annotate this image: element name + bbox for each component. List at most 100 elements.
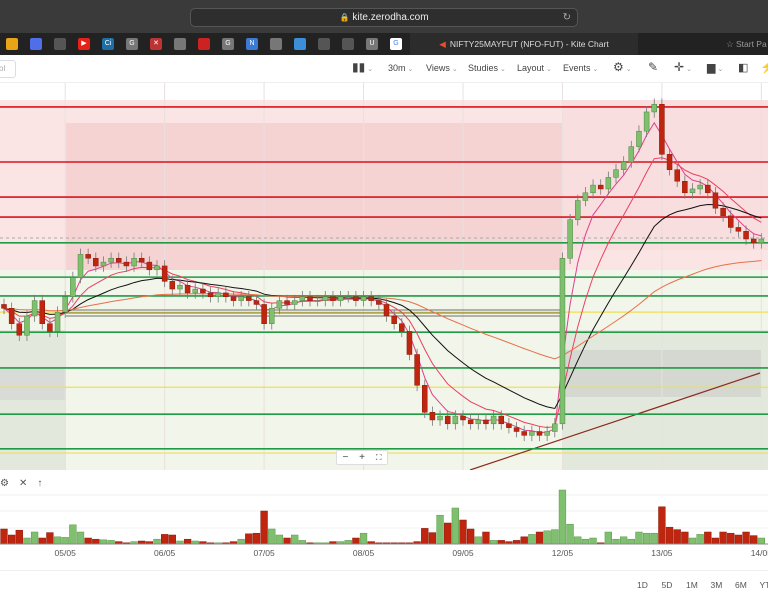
fullscreen-icon[interactable]: ⛶ bbox=[375, 452, 382, 462]
volume-bar bbox=[451, 507, 460, 545]
volume-bar bbox=[283, 537, 291, 545]
candle-body bbox=[743, 231, 749, 240]
candle-body bbox=[536, 431, 543, 436]
zoom-out-button[interactable]: − bbox=[342, 452, 349, 463]
candle-body bbox=[613, 169, 619, 178]
chart-type-button[interactable]: ▮▮ ⌄ bbox=[352, 60, 374, 74]
bookmark-favicon-icon[interactable] bbox=[270, 38, 282, 50]
volume-bar bbox=[421, 528, 429, 545]
draw-button[interactable]: ✎ bbox=[648, 60, 658, 74]
reload-icon[interactable]: ↻ bbox=[562, 12, 571, 23]
bookmark-favicon-icon[interactable]: N bbox=[246, 38, 258, 50]
candle-body bbox=[544, 431, 550, 436]
candle-body bbox=[552, 423, 558, 432]
volume-bar bbox=[620, 536, 628, 545]
bookmark-favicon-icon[interactable]: U bbox=[366, 38, 378, 50]
volume-bar bbox=[92, 538, 100, 545]
layout-dropdown[interactable]: Layout ⌄ bbox=[517, 63, 552, 73]
bookmark-favicon-icon[interactable] bbox=[294, 38, 306, 50]
bookmark-favicon-icon[interactable] bbox=[318, 38, 330, 50]
volume-bar bbox=[61, 537, 69, 545]
symbol-input[interactable]: ol bbox=[0, 60, 16, 78]
candle-body bbox=[666, 154, 673, 170]
bookmark-favicon-icon[interactable] bbox=[198, 38, 210, 50]
volume-bar bbox=[84, 537, 92, 545]
candle-body bbox=[39, 300, 45, 324]
interval-label: 30m bbox=[388, 63, 406, 73]
candle-body bbox=[467, 419, 474, 425]
candle-body bbox=[31, 300, 38, 317]
bookmark-favicon-icon[interactable] bbox=[54, 38, 66, 50]
volume-bar bbox=[168, 534, 176, 545]
candle-body bbox=[200, 288, 206, 294]
candle-body bbox=[100, 261, 107, 267]
bookmark-favicon-icon[interactable] bbox=[342, 38, 354, 50]
bookmark-favicon-icon[interactable] bbox=[174, 38, 186, 50]
range-button-1m[interactable]: 1M bbox=[686, 580, 698, 590]
candle-body bbox=[154, 265, 160, 271]
alert-button[interactable]: ⚡ bbox=[760, 60, 768, 74]
events-dropdown[interactable]: Events ⌄ bbox=[563, 63, 599, 73]
candle-body bbox=[422, 385, 428, 413]
arrow-up-icon[interactable]: ↑ bbox=[37, 478, 43, 489]
candle-body bbox=[108, 258, 114, 263]
panel-button[interactable]: ◧ bbox=[738, 61, 748, 74]
candle-body bbox=[8, 308, 15, 324]
bookmark-favicon-icon[interactable]: ▶ bbox=[78, 38, 90, 50]
volume-bar bbox=[260, 510, 268, 545]
tab-title: NIFTY25MAYFUT (NFO-FUT) - Kite Chart bbox=[449, 39, 609, 49]
volume-bar bbox=[183, 538, 192, 545]
address-bar[interactable]: 🔒 kite.zerodha.com ↻ bbox=[190, 8, 578, 27]
bookmark-favicon-icon[interactable]: ✕ bbox=[150, 38, 162, 50]
volume-bar bbox=[344, 540, 352, 545]
close-icon[interactable]: ✕ bbox=[18, 478, 28, 489]
candle-body bbox=[712, 192, 719, 209]
studies-label: Studies bbox=[468, 63, 499, 73]
candle-body bbox=[559, 258, 566, 425]
candle-body bbox=[383, 304, 390, 317]
volume-bar bbox=[558, 489, 567, 545]
bookmark-favicon-icon[interactable]: G bbox=[390, 38, 402, 50]
price-chart[interactable] bbox=[0, 83, 768, 470]
gear-icon[interactable]: ⚙ bbox=[0, 478, 9, 489]
candle-body bbox=[299, 296, 306, 301]
interval-dropdown[interactable]: 30m ⌄ bbox=[388, 63, 414, 73]
range-button-3m[interactable]: 3M bbox=[710, 580, 723, 590]
zoom-in-button[interactable]: + bbox=[359, 452, 366, 463]
range-button-1d[interactable]: 1D bbox=[637, 580, 648, 590]
start-page-tab[interactable]: ☆ Start Pa bbox=[726, 39, 767, 49]
bookmark-favicon-icon[interactable]: Ci bbox=[102, 38, 114, 50]
candle-body bbox=[437, 415, 443, 421]
candle-body bbox=[54, 311, 61, 332]
candle-body bbox=[307, 296, 313, 301]
views-dropdown[interactable]: Views ⌄ bbox=[426, 63, 458, 73]
volume-bar bbox=[359, 532, 368, 545]
candle-body bbox=[138, 258, 145, 263]
range-button-yt[interactable]: YT bbox=[759, 580, 768, 590]
crosshair-button[interactable]: ✛ ⌄ bbox=[674, 60, 692, 74]
candle-body bbox=[620, 161, 627, 170]
range-button-6m[interactable]: 6M bbox=[735, 580, 747, 590]
bookmark-favicon-icon[interactable]: G bbox=[222, 38, 234, 50]
moving-average-line bbox=[3, 157, 762, 428]
volume-bar bbox=[482, 531, 490, 545]
bookmark-favicon-icon[interactable] bbox=[6, 38, 18, 50]
active-tab[interactable]: ◀ NIFTY25MAYFUT (NFO-FUT) - Kite Chart bbox=[410, 33, 638, 55]
bookmark-favicon-icon[interactable]: G bbox=[126, 38, 138, 50]
candle-body bbox=[689, 188, 696, 194]
volume-bar bbox=[612, 538, 620, 545]
bookmark-favicon-icon[interactable] bbox=[30, 38, 42, 50]
candle-body bbox=[261, 304, 267, 324]
settings-button[interactable]: ⚙ ⌄ bbox=[613, 60, 632, 74]
candle-body bbox=[735, 227, 742, 232]
candle-body bbox=[575, 200, 581, 220]
screenshot-button[interactable]: ▆ ⌄ bbox=[707, 62, 724, 74]
zoom-controls: − + ⛶ bbox=[336, 450, 388, 465]
studies-dropdown[interactable]: Studies ⌄ bbox=[468, 63, 506, 73]
candle-body bbox=[77, 254, 84, 278]
volume-bar bbox=[711, 537, 720, 545]
range-button-5d[interactable]: 5D bbox=[661, 580, 673, 590]
candle-body bbox=[590, 184, 596, 194]
candle-body bbox=[353, 296, 359, 301]
volume-bar bbox=[757, 537, 766, 545]
